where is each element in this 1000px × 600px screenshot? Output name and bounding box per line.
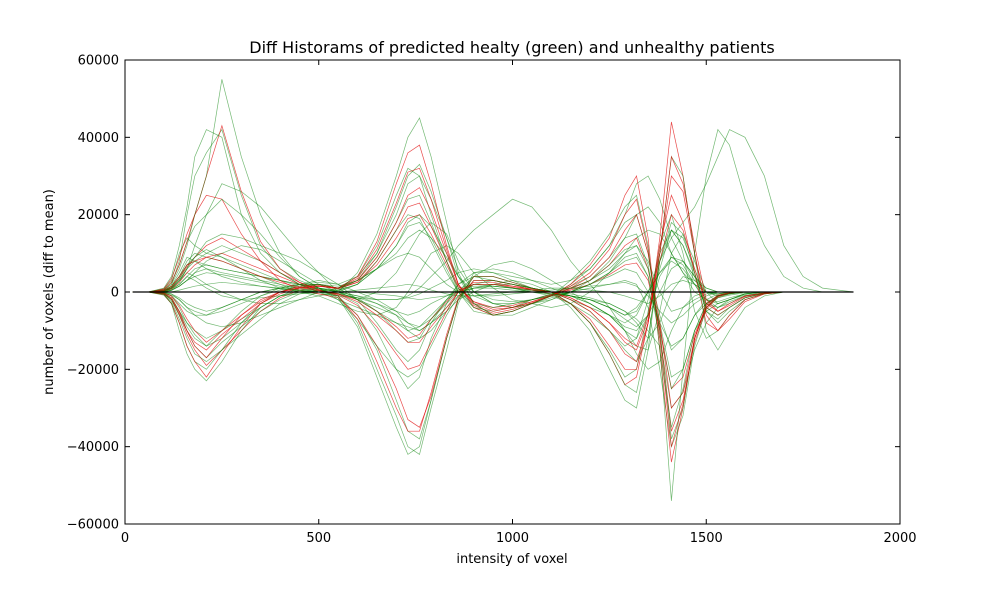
chart-title: Diff Historams of predicted healty (gree… [249, 38, 774, 57]
x-axis-label: intensity of voxel [456, 552, 567, 567]
y-tick-label-6: 60000 [78, 54, 119, 69]
y-tick-label-5: 40000 [78, 131, 119, 146]
series-line-healthy-6 [132, 117, 854, 428]
series-line-healthy-5 [132, 129, 854, 455]
series-line-unhealthy-39 [132, 167, 854, 447]
y-tick-label-1: −40000 [67, 440, 119, 455]
x-axis-ticks: 0 500 1000 1500 2000 [121, 60, 917, 546]
y-tick-label-0: −60000 [67, 518, 119, 533]
y-tick-label-3: 0 [111, 286, 119, 301]
x-tick-label-2: 1000 [496, 531, 529, 546]
series-line-healthy-20 [132, 79, 854, 455]
x-tick-label-4: 2000 [883, 531, 916, 546]
series-line-unhealthy-30 [132, 175, 854, 428]
x-tick-label-0: 0 [121, 531, 129, 546]
y-tick-label-4: 20000 [78, 208, 119, 223]
x-tick-label-3: 1500 [690, 531, 723, 546]
series-layer [132, 79, 854, 501]
series-line-healthy-25 [132, 128, 854, 501]
y-axis-label: number of voxels (diff to mean) [42, 189, 57, 395]
x-tick-label-1: 500 [306, 531, 331, 546]
y-tick-label-2: −20000 [67, 363, 119, 378]
series-line-healthy-2 [132, 167, 854, 390]
series-line-healthy-26 [132, 233, 854, 332]
y-axis-ticks: −60000 −40000 −20000 0 20000 40000 60000 [67, 54, 900, 533]
series-line-unhealthy-34 [132, 155, 854, 347]
series-line-healthy-27 [132, 252, 854, 328]
